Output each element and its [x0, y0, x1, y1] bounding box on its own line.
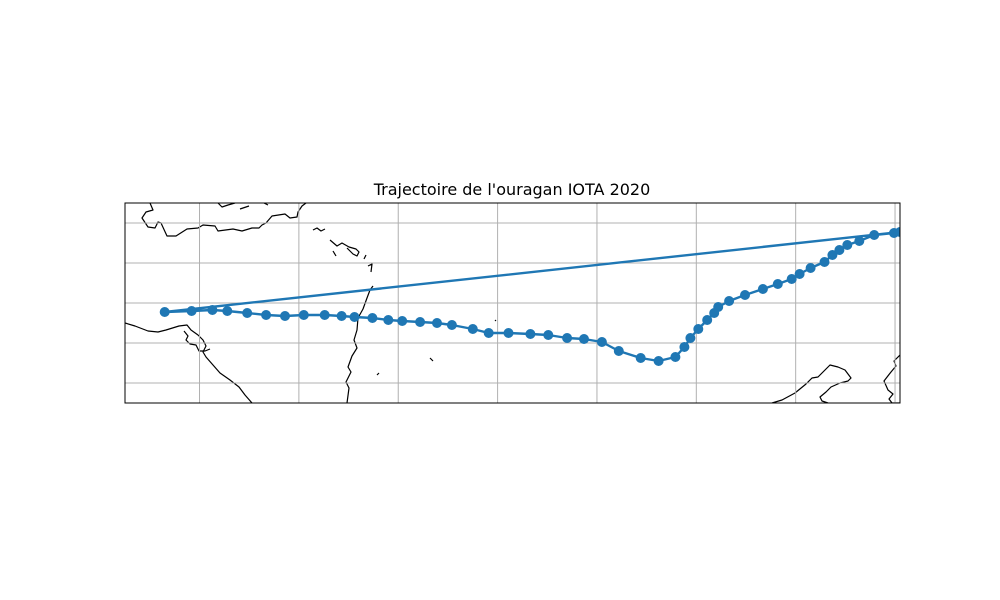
track-point: [397, 316, 408, 326]
track-point: [786, 274, 797, 284]
track-point: [685, 333, 696, 343]
track-point: [724, 296, 735, 306]
track-point: [159, 307, 170, 317]
gridlines: [125, 203, 900, 403]
track-point: [525, 329, 536, 339]
map-area: [125, 203, 900, 403]
track-point: [670, 352, 681, 362]
track-point: [222, 306, 233, 316]
track-point: [207, 305, 218, 315]
coastline-caribbean-islands: [312, 227, 373, 273]
track-point: [383, 315, 394, 325]
track-point: [854, 236, 865, 246]
coastline-central-america: [125, 322, 253, 403]
track-point: [562, 333, 573, 343]
track-point: [336, 311, 347, 321]
track-point: [503, 328, 514, 338]
track-point: [679, 342, 690, 352]
track-point: [653, 356, 664, 366]
coastline-south-america: [345, 285, 374, 403]
track-point: [298, 310, 309, 320]
track-point: [772, 279, 783, 289]
track-point: [467, 324, 478, 334]
track-point: [842, 240, 853, 250]
track-point: [819, 257, 830, 267]
track-point: [543, 330, 554, 340]
track-layer: [159, 227, 900, 366]
track-point: [261, 310, 272, 320]
track-point: [693, 324, 704, 334]
track-point: [483, 328, 494, 338]
track-point: [895, 227, 900, 237]
track-point: [713, 302, 724, 312]
track-point: [367, 313, 378, 323]
coastline-atlantic-islands: [239, 203, 497, 376]
track-point: [834, 245, 845, 255]
track-point: [242, 308, 253, 318]
track-point: [827, 250, 838, 260]
track-point: [415, 317, 426, 327]
track-point: [579, 334, 589, 344]
coastline-west-africa: [771, 364, 852, 403]
track-point: [869, 230, 880, 240]
map-frame: [124, 202, 901, 404]
coastline-north-america: [141, 203, 307, 237]
coastlines: [125, 203, 900, 403]
track-point: [446, 320, 457, 330]
track-point: [596, 337, 607, 347]
track-point: [280, 311, 290, 321]
track-point: [319, 310, 330, 320]
track-point: [186, 306, 197, 316]
track-point: [613, 346, 624, 356]
track-point: [805, 263, 816, 273]
track-point: [740, 290, 750, 300]
track-point: [702, 315, 713, 325]
coastline-panama: [183, 330, 211, 352]
track-point: [635, 353, 646, 363]
track-point: [757, 284, 768, 294]
track-point: [794, 269, 805, 279]
map-title: Trajectoire de l'ouragan IOTA 2020: [373, 180, 651, 199]
track-point: [349, 312, 360, 322]
coastline-yucatan: [217, 203, 236, 208]
track-point: [432, 318, 442, 328]
